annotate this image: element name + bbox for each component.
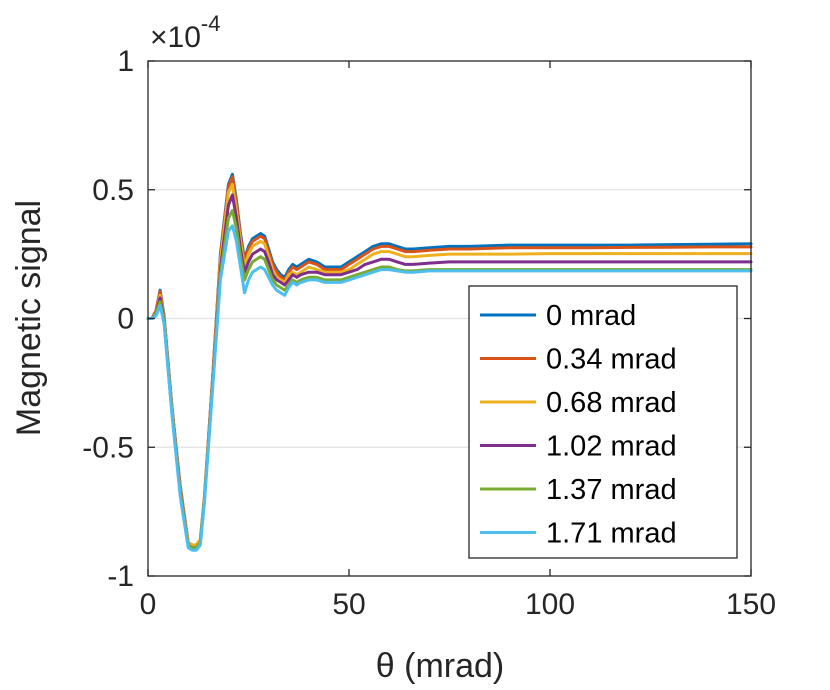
series-lines [146, 172, 753, 552]
y-tick-label: 0.5 [92, 174, 134, 207]
exponent-label: ×10-4 [150, 11, 220, 54]
y-tick-label: 1 [117, 45, 134, 78]
y-tick-label: 0 [117, 303, 134, 336]
legend: 0 mrad 0.34 mrad 0.68 mrad 1.02 mrad 1.37 mr… [468, 285, 738, 559]
y-axis-label: Magnetic signal [10, 200, 48, 436]
series-line-5 [146, 224, 753, 552]
y-tick-label: -0.5 [82, 431, 134, 464]
y-tick-label: -1 [107, 560, 134, 593]
legend-entry-5: 1.71 mrad [546, 518, 677, 550]
x-tick-label: 0 [140, 588, 157, 621]
legend-entry-0: 0 mrad [546, 300, 636, 332]
axis-ticks: -1 -0.5 0 0.5 1 0 50 100 150 [82, 45, 776, 621]
legend-entry-4: 1.37 mrad [546, 474, 677, 506]
legend-entry-2: 0.68 mrad [546, 387, 677, 419]
x-tick-label: 50 [332, 588, 365, 621]
legend-box [468, 285, 738, 559]
series-line-2 [146, 183, 753, 547]
x-tick-label: 100 [525, 588, 575, 621]
exponent-power: -4 [201, 11, 221, 36]
x-tick-label: 150 [726, 588, 776, 621]
x-axis-label: θ (mrad) [376, 647, 504, 685]
legend-entry-3: 1.02 mrad [546, 431, 677, 463]
legend-entry-1: 0.34 mrad [546, 344, 677, 376]
